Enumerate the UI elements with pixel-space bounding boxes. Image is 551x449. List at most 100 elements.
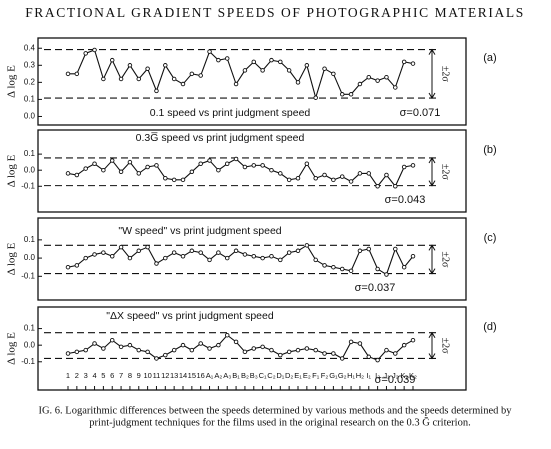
- data-line: [67, 334, 414, 361]
- data-point: [366, 354, 372, 360]
- data-point: [278, 352, 283, 358]
- y-tick-label: 0.0: [24, 340, 36, 349]
- data-point: [304, 161, 310, 167]
- data-point: [224, 56, 230, 61]
- data-point: [339, 92, 345, 97]
- data-point: [260, 344, 265, 350]
- data-point: [74, 71, 80, 77]
- x-tick-label: A₃: [223, 371, 231, 380]
- data-point: [198, 250, 203, 255]
- x-tick-label: 9: [137, 371, 141, 380]
- data-point: [384, 272, 389, 277]
- data-point: [286, 349, 292, 355]
- y-tick-label: 0.1: [24, 235, 36, 244]
- data-point: [207, 158, 212, 163]
- data-point: [242, 349, 248, 355]
- data-point: [304, 63, 310, 68]
- x-tick-label: E₂: [303, 371, 311, 380]
- data-point: [171, 250, 177, 255]
- data-point: [295, 175, 301, 181]
- data-point: [322, 172, 327, 178]
- data-point: [251, 346, 257, 351]
- data-point: [136, 171, 142, 176]
- data-point: [163, 255, 168, 261]
- data-point: [375, 184, 380, 189]
- x-tick-label: 4: [92, 371, 96, 380]
- data-point: [401, 164, 407, 170]
- data-point: [92, 47, 97, 53]
- y-tick-label: 0.0: [24, 165, 36, 174]
- data-point: [118, 76, 124, 82]
- data-point: [313, 347, 318, 353]
- data-point: [163, 352, 168, 358]
- data-point: [331, 264, 336, 270]
- x-tick-label: C₁: [259, 371, 267, 380]
- x-tick-label: G₂: [338, 371, 347, 380]
- band-label: ±2σ: [440, 66, 451, 82]
- x-tick-label: 11: [153, 371, 161, 380]
- y-axis-label: Δ log E: [6, 332, 18, 365]
- data-point: [410, 337, 416, 343]
- data-point: [163, 175, 168, 181]
- data-point: [101, 250, 106, 255]
- data-point: [207, 257, 212, 263]
- data-point: [269, 254, 274, 259]
- data-point: [127, 63, 133, 68]
- data-point: [233, 81, 239, 87]
- panel-frame: [37, 129, 467, 213]
- x-tick-label: 1: [66, 371, 70, 380]
- data-point: [145, 349, 150, 355]
- data-point: [145, 66, 150, 71]
- data-point: [401, 342, 407, 348]
- data-point: [348, 92, 354, 97]
- x-tick-label: C₂: [267, 371, 275, 380]
- data-point: [180, 177, 186, 183]
- data-point: [269, 347, 274, 353]
- data-point: [180, 254, 186, 259]
- data-point: [189, 71, 195, 77]
- data-point: [216, 342, 221, 348]
- data-point: [109, 158, 115, 163]
- data-point: [348, 179, 354, 184]
- x-tick-label: 10: [143, 371, 151, 380]
- data-point: [65, 351, 71, 356]
- x-tick-label: 2: [75, 371, 79, 380]
- data-point: [278, 171, 283, 176]
- x-tick-label: 7: [119, 371, 123, 380]
- x-tick-label: 14: [179, 371, 187, 380]
- data-point: [322, 351, 327, 356]
- data-point: [401, 264, 407, 270]
- data-point: [322, 66, 327, 71]
- bracket-arrow: [428, 244, 436, 275]
- data-point: [331, 71, 336, 77]
- data-point: [251, 254, 257, 259]
- data-point: [198, 73, 203, 78]
- data-point: [366, 246, 372, 252]
- x-tick-label: 6: [110, 371, 114, 380]
- x-tick-label: 16: [197, 371, 205, 380]
- x-tick-label: H₁: [347, 371, 355, 380]
- data-point: [154, 163, 159, 168]
- data-point: [410, 61, 416, 66]
- data-point: [286, 177, 292, 183]
- data-point: [366, 74, 372, 80]
- data-point: [242, 164, 248, 170]
- data-point: [410, 163, 416, 168]
- panel-label: (b): [483, 144, 496, 156]
- data-point: [375, 266, 380, 272]
- data-point: [101, 346, 106, 351]
- x-tick-label: E₁: [294, 371, 302, 380]
- data-point: [101, 167, 106, 173]
- bracket-arrow: [428, 331, 436, 360]
- data-point: [136, 347, 142, 353]
- data-point: [313, 257, 318, 263]
- data-point: [118, 344, 124, 350]
- x-tick-label: A₂: [214, 371, 222, 380]
- data-point: [171, 76, 177, 82]
- data-point: [92, 252, 97, 257]
- data-point: [393, 351, 398, 356]
- y-tick-label: 0.0: [24, 253, 36, 262]
- data-point: [189, 248, 195, 254]
- data-point: [375, 357, 380, 363]
- data-line: [68, 49, 414, 100]
